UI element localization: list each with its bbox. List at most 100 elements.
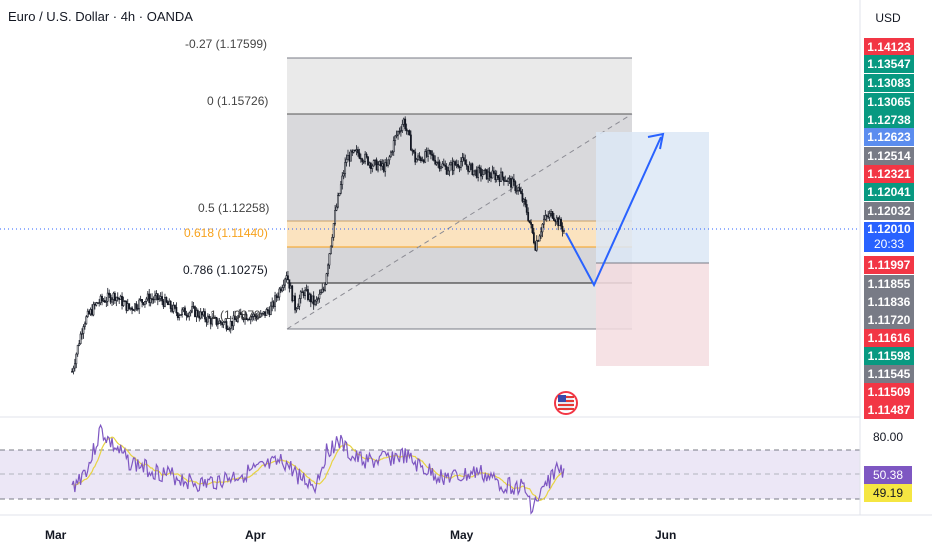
candle-body bbox=[311, 295, 314, 303]
candle-body bbox=[530, 222, 532, 225]
candle-body bbox=[135, 303, 138, 309]
candle-body bbox=[318, 293, 321, 299]
price-label-1.11997: 1.11997 bbox=[864, 256, 914, 274]
candle-body bbox=[188, 312, 191, 317]
candle-body bbox=[111, 299, 113, 303]
candle-body bbox=[226, 328, 229, 331]
candle-body bbox=[531, 224, 534, 233]
candle-body bbox=[331, 237, 334, 247]
candle-body bbox=[488, 171, 491, 178]
candle-body bbox=[538, 235, 541, 242]
candle-body bbox=[358, 152, 361, 159]
candle-body bbox=[191, 306, 194, 312]
candle-body bbox=[178, 315, 181, 318]
candle-body bbox=[512, 178, 515, 182]
candle-body bbox=[249, 316, 252, 320]
candle-body bbox=[445, 166, 448, 175]
price-label-1.12032: 1.12032 bbox=[864, 202, 914, 220]
candle-body bbox=[309, 294, 312, 303]
fib-label-1: 1 (1.0879 bbox=[210, 308, 261, 322]
candle-body bbox=[165, 297, 168, 303]
candle-body bbox=[169, 300, 172, 309]
candle-body bbox=[128, 303, 131, 309]
projection-arrow[interactable] bbox=[565, 136, 662, 288]
rsi-upper-label: 80.00 bbox=[872, 430, 904, 444]
candle-body bbox=[201, 311, 204, 316]
candle-body bbox=[152, 298, 155, 301]
candle-body bbox=[471, 163, 474, 175]
candle-body bbox=[277, 296, 279, 299]
candle-body bbox=[344, 162, 347, 175]
candle-body bbox=[391, 151, 394, 153]
candle-body bbox=[92, 303, 95, 316]
candle-body bbox=[428, 149, 431, 152]
price-label-1.13065: 1.13065 bbox=[864, 93, 914, 111]
candle-body bbox=[444, 164, 447, 167]
candle-body bbox=[158, 298, 161, 301]
candle-body bbox=[186, 315, 189, 317]
symbol-title[interactable]: Euro / U.S. Dollar · 4h · OANDA bbox=[8, 9, 193, 24]
candle-body bbox=[484, 169, 487, 171]
candle-body bbox=[105, 300, 108, 303]
fib-label-0618: 0.618 (1.11440) bbox=[184, 226, 268, 240]
candle-body bbox=[156, 293, 159, 301]
candle-body bbox=[312, 295, 315, 305]
candle-body bbox=[216, 323, 219, 325]
fib-zone-05-0618 bbox=[287, 221, 632, 247]
candle-body bbox=[81, 333, 83, 335]
candle-body bbox=[375, 159, 378, 171]
candle-body bbox=[144, 300, 146, 305]
candle-body bbox=[465, 164, 468, 167]
candle-body bbox=[442, 163, 445, 166]
candle-body bbox=[95, 302, 98, 306]
candle-body bbox=[365, 153, 368, 158]
price-label-1.11720: 1.11720 bbox=[864, 311, 914, 329]
candle-body bbox=[407, 130, 409, 132]
fib-zone-ext bbox=[287, 58, 632, 114]
candle-body bbox=[295, 308, 298, 311]
candle-body bbox=[452, 161, 455, 171]
candle-body bbox=[291, 285, 294, 302]
candle-body bbox=[168, 300, 171, 306]
candle-body bbox=[461, 157, 464, 162]
candle-body bbox=[119, 295, 122, 300]
candle-body bbox=[136, 308, 139, 310]
candle-body bbox=[371, 165, 374, 169]
candle-body bbox=[361, 158, 364, 162]
candle-body bbox=[199, 311, 202, 319]
candle-body bbox=[462, 157, 465, 161]
price-label-1.11855: 1.11855 bbox=[864, 275, 914, 293]
us-flag-event-icon[interactable] bbox=[554, 391, 578, 415]
candle-body bbox=[294, 295, 296, 311]
candle-body bbox=[498, 177, 501, 182]
candle-body bbox=[262, 311, 265, 314]
candle-body bbox=[495, 175, 498, 181]
candle-body bbox=[301, 291, 304, 293]
candle-body bbox=[289, 285, 292, 289]
candle-body bbox=[131, 307, 133, 311]
candle-body bbox=[211, 317, 214, 325]
candle-body bbox=[154, 295, 156, 300]
candle-body bbox=[438, 161, 441, 169]
candle-body bbox=[525, 204, 528, 213]
candle-body bbox=[394, 135, 397, 141]
currency-selector[interactable]: USD bbox=[875, 11, 901, 25]
fib-label-0: 0 (1.15726) bbox=[207, 94, 269, 108]
candle-body bbox=[430, 150, 432, 155]
candle-body bbox=[415, 159, 418, 163]
candle-body bbox=[555, 217, 558, 223]
candle-body bbox=[302, 291, 305, 296]
candle-body bbox=[82, 326, 85, 334]
candle-body bbox=[460, 161, 462, 168]
candle-body bbox=[78, 343, 81, 346]
candle-body bbox=[384, 162, 387, 172]
candle-body bbox=[470, 163, 472, 166]
candle-body bbox=[395, 134, 398, 137]
bar-countdown: 20:33 bbox=[873, 237, 905, 251]
candle-body bbox=[174, 304, 176, 308]
candle-body bbox=[357, 149, 359, 154]
candle-body bbox=[517, 187, 520, 191]
candle-body bbox=[93, 303, 96, 306]
candle-body bbox=[114, 292, 116, 301]
